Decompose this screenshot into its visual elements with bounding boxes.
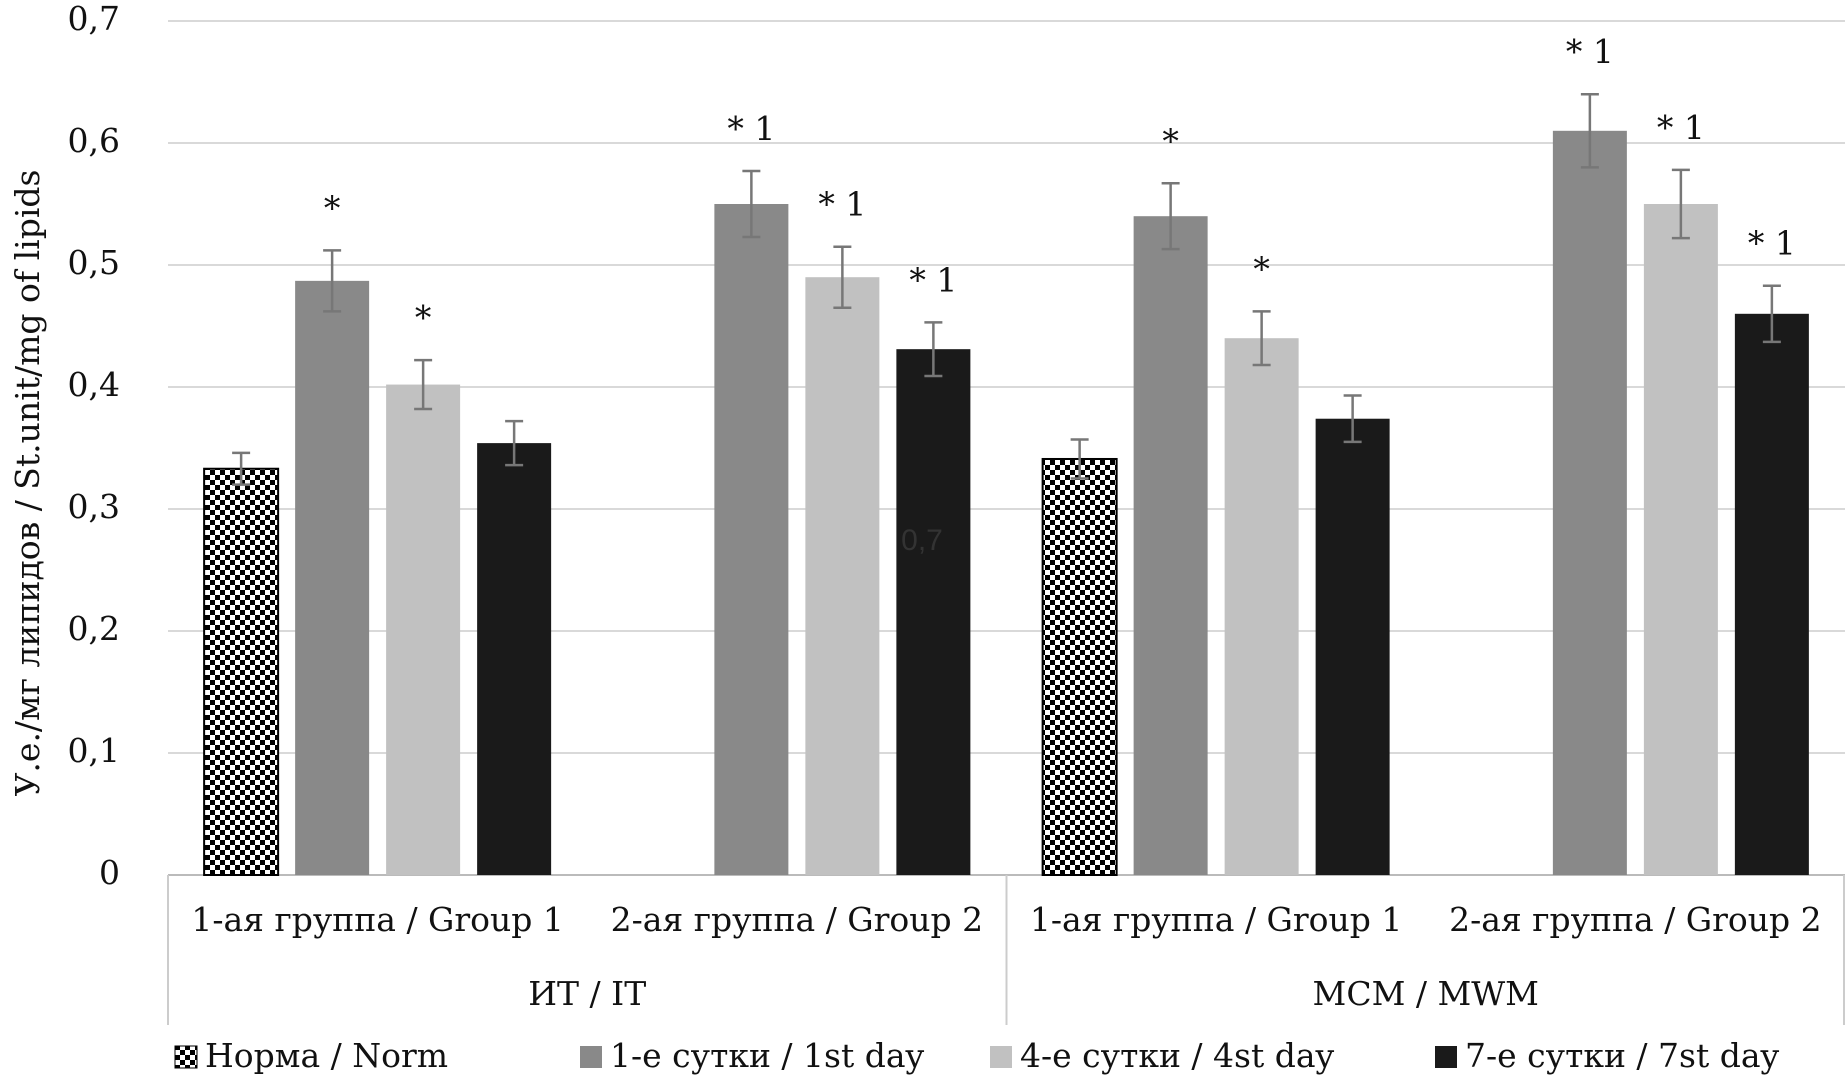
bar: [203, 467, 280, 876]
y-tick-label: 0,4: [68, 365, 120, 404]
legend-label: Норма / Norm: [205, 1036, 448, 1075]
significance-label: * 1: [1566, 32, 1614, 71]
error-bar: [1762, 284, 1781, 344]
error-bar: [1070, 438, 1089, 480]
legend-swatch: [990, 1046, 1012, 1068]
significance-label: * 1: [909, 260, 957, 299]
error-bar: [1343, 394, 1362, 444]
y-tick-label: 0,5: [68, 243, 120, 282]
legend-swatch: [174, 1045, 198, 1069]
error-bar: [1161, 182, 1180, 251]
error-bar: [924, 321, 943, 378]
error-bar: [833, 245, 852, 309]
bar: [805, 277, 880, 875]
annotation: 0,7: [901, 524, 943, 557]
bar: [714, 204, 789, 875]
bar: [477, 443, 552, 875]
x-tick-label: 2-ая группа / Group 2: [611, 900, 984, 939]
error-bar: [742, 169, 761, 239]
error-bar: [323, 249, 342, 313]
error-bar: [414, 358, 433, 411]
legend-swatch: [580, 1046, 602, 1068]
x-tick-label: 2-ая группа / Group 2: [1449, 900, 1822, 939]
significance-label: *: [1253, 249, 1270, 288]
y-tick-label: 0,3: [68, 487, 120, 526]
error-bar: [505, 419, 524, 467]
bar: [1315, 418, 1390, 875]
significance-label: *: [324, 188, 341, 227]
significance-label: * 1: [1657, 108, 1705, 147]
legend-label: 7-е сутки / 7st day: [1465, 1036, 1780, 1075]
bar: [1734, 313, 1809, 875]
bar: [1224, 338, 1299, 875]
bar: [295, 280, 370, 875]
bar: [1041, 457, 1118, 876]
y-tick-label: 0,2: [68, 609, 120, 648]
y-tick-label: 0,7: [68, 0, 120, 38]
significance-label: *: [415, 298, 432, 337]
significance-label: * 1: [727, 109, 775, 148]
x-tick-label: 1-ая группа / Group 1: [1030, 900, 1403, 939]
significance-label: * 1: [1748, 224, 1796, 263]
legend-label: 4-е сутки / 4st day: [1020, 1036, 1335, 1075]
significance-label: * 1: [818, 185, 866, 224]
bar: [896, 349, 971, 875]
y-tick-label: 0: [99, 853, 120, 892]
bar: [1643, 204, 1718, 875]
error-bar: [1252, 310, 1271, 367]
x-tick-label: 1-ая группа / Group 1: [191, 900, 564, 939]
significance-label: *: [1162, 121, 1179, 160]
bar: [1552, 130, 1627, 876]
bar: [1133, 216, 1208, 875]
error-bar: [232, 451, 251, 486]
category-group-label: ИТ / IT: [528, 974, 646, 1013]
category-group-label: МСМ / MWM: [1313, 974, 1539, 1013]
error-bar: [1671, 168, 1690, 240]
y-tick-label: 0,1: [68, 731, 120, 770]
bar: [386, 384, 461, 875]
error-bar: [1580, 92, 1599, 169]
legend-label: 1-е сутки / 1st day: [610, 1036, 925, 1075]
y-tick-label: 0,6: [68, 121, 120, 160]
y-axis-title: У.е./мг липидов / St.unit/mg of lipids: [8, 170, 47, 797]
legend-swatch: [1435, 1046, 1457, 1068]
